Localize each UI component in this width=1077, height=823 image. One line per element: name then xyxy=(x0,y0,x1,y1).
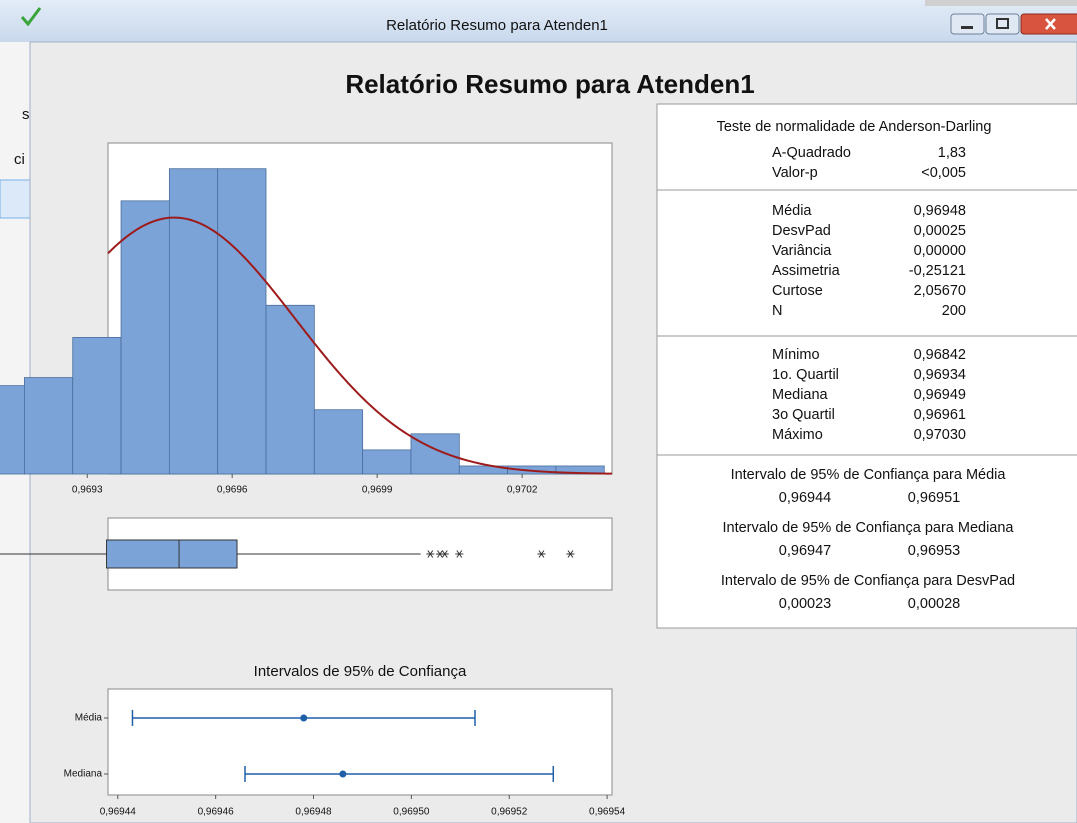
maximize-button[interactable] xyxy=(985,13,1020,35)
y-tick-label: Média xyxy=(75,713,103,724)
outlier xyxy=(426,550,435,558)
table-value: 0,96842 xyxy=(914,347,966,363)
x-tick-label: 0,9696 xyxy=(217,485,248,496)
x-tick-label: 0,96944 xyxy=(100,807,137,818)
title-bar xyxy=(0,0,1077,42)
table-label: Mínimo xyxy=(772,347,820,363)
table-label: Mediana xyxy=(772,387,829,403)
table-label: Curtose xyxy=(772,283,823,299)
maximize-icon xyxy=(996,18,1009,29)
window-title: Relatório Resumo para Atenden1 xyxy=(386,17,608,34)
histogram-bar xyxy=(120,200,170,475)
table-label: Valor-p xyxy=(772,165,818,181)
close-icon xyxy=(1045,18,1056,30)
minimize-button[interactable] xyxy=(950,13,985,35)
minimize-icon xyxy=(961,26,973,29)
interval-lower: 0,00023 xyxy=(779,596,831,612)
histogram-bar xyxy=(265,304,315,475)
x-tick-label: 0,96952 xyxy=(491,807,528,818)
table-label: Média xyxy=(772,203,812,219)
estimate-point xyxy=(339,770,347,778)
x-tick-label: 0,96950 xyxy=(393,807,430,818)
table-value: 0,97030 xyxy=(914,427,966,443)
table-value: 200 xyxy=(942,303,966,319)
table-label: Assimetria xyxy=(772,263,841,279)
interval-upper: 0,96953 xyxy=(908,543,960,559)
table-heading: Teste de normalidade de Anderson-Darling xyxy=(717,119,992,135)
histogram-bar xyxy=(168,168,219,475)
histogram-bar xyxy=(0,385,25,475)
background-text: ci xyxy=(14,151,25,168)
background-selection xyxy=(0,179,31,219)
table-value: 0,96961 xyxy=(914,407,966,423)
report-title: Relatório Resumo para Atenden1 xyxy=(345,69,754,99)
table-value: -0,25121 xyxy=(909,263,966,279)
table-value: 0,96948 xyxy=(914,203,966,219)
table-value: <0,005 xyxy=(921,165,966,181)
outlier xyxy=(537,550,546,558)
bg-strip xyxy=(925,0,1077,6)
histogram-bar xyxy=(24,377,74,475)
outlier xyxy=(455,550,464,558)
table-value: 0,00000 xyxy=(914,243,966,259)
table-label: A-Quadrado xyxy=(772,145,851,161)
interval-upper: 0,96951 xyxy=(908,490,960,506)
table-label: 3o Quartil xyxy=(772,407,835,423)
x-tick-label: 0,96946 xyxy=(198,807,235,818)
interval-heading: Intervalo de 95% de Confiança para DesvP… xyxy=(721,573,1015,589)
estimate-point xyxy=(300,714,308,722)
table-value: 2,05670 xyxy=(914,283,966,299)
table-label: Máximo xyxy=(772,427,823,443)
interval-heading: Intervalo de 95% de Confiança para Media… xyxy=(723,520,1015,536)
x-tick-label: 0,9702 xyxy=(507,485,538,496)
table-value: 0,96949 xyxy=(914,387,966,403)
table-value: 1,83 xyxy=(938,145,966,161)
x-tick-label: 0,96948 xyxy=(295,807,332,818)
histogram-bar xyxy=(362,449,412,475)
interval-lower: 0,96944 xyxy=(779,490,831,506)
interval-title: Intervalos de 95% de Confiança xyxy=(254,663,467,680)
check-icon xyxy=(20,7,42,27)
table-label: 1o. Quartil xyxy=(772,367,839,383)
histogram-bar xyxy=(217,168,267,475)
normal-fit-curve xyxy=(107,216,613,475)
x-tick-label: 0,9693 xyxy=(72,485,103,496)
interval-heading: Intervalo de 95% de Confiança para Média xyxy=(731,467,1007,483)
interval-lower: 0,96947 xyxy=(779,543,831,559)
x-tick-label: 0,9699 xyxy=(362,485,393,496)
table-value: 0,00025 xyxy=(914,223,966,239)
interval-panel xyxy=(107,688,613,796)
table-label: N xyxy=(772,303,782,319)
table-label: Variância xyxy=(772,243,832,259)
y-tick-label: Mediana xyxy=(64,769,103,780)
outlier xyxy=(566,550,575,558)
box xyxy=(106,539,238,569)
outlier xyxy=(440,550,449,558)
histogram-bar xyxy=(313,409,364,475)
interval-upper: 0,00028 xyxy=(908,596,960,612)
table-label: DesvPad xyxy=(772,223,831,239)
histogram-bar xyxy=(72,337,122,475)
summary-table xyxy=(656,103,1077,629)
table-value: 0,96934 xyxy=(914,367,966,383)
background-text: s xyxy=(22,106,30,123)
x-tick-label: 0,96954 xyxy=(589,807,626,818)
